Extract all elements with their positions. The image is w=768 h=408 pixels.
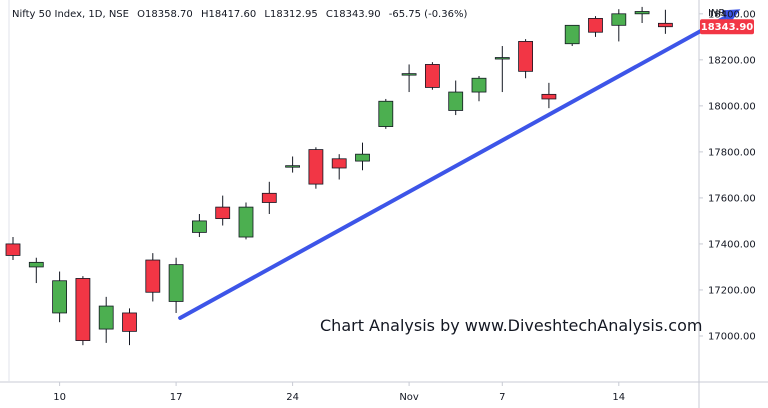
last-price-value: 18343.90 [701, 22, 754, 33]
candle[interactable] [658, 9, 673, 34]
trend-arrow-head[interactable] [721, 9, 741, 25]
candle[interactable] [308, 147, 324, 189]
candle[interactable] [634, 6, 650, 24]
candle-body-up [355, 153, 370, 162]
y-tick-label: 17400.00 [708, 239, 756, 250]
y-tick-label: 18000.00 [708, 101, 756, 112]
open-value: 18358.70 [145, 9, 193, 20]
candle-body-down [541, 93, 557, 100]
y-tick-label: 18400.00 [708, 9, 756, 20]
candle[interactable] [191, 214, 207, 238]
candle-body-up [28, 261, 44, 268]
candle-body-up [285, 165, 301, 168]
candle-body-down [424, 64, 440, 88]
last-price-badge: 18343.90 [700, 19, 754, 35]
candle[interactable] [401, 64, 417, 93]
x-tick-label: 7 [499, 392, 505, 403]
candle[interactable] [98, 296, 114, 343]
candle-body-down [308, 149, 324, 185]
candle[interactable] [564, 24, 580, 47]
candle[interactable] [238, 202, 254, 240]
candle[interactable] [5, 237, 21, 261]
candle-body-up [634, 11, 650, 15]
candle-body-up [611, 13, 627, 26]
candle-body-up [448, 91, 464, 111]
candle-body-up [564, 24, 580, 45]
chart-annotation-text: Chart Analysis by www.DiveshtechAnalysis… [320, 316, 702, 335]
candle-body-down [122, 312, 137, 332]
time-axis[interactable]: 10 17 24 Nov 7 14 [53, 382, 625, 403]
candle-body-down [518, 41, 533, 72]
y-tick-label: 17600.00 [708, 193, 756, 204]
candle-body-up [191, 220, 207, 233]
low-label: L [264, 9, 270, 20]
trend-arrow-layer [178, 9, 741, 320]
low-value: 18312.95 [270, 9, 318, 20]
candle-body-up [238, 206, 254, 238]
x-tick-label: 10 [53, 392, 66, 403]
y-tick-label: 17200.00 [708, 285, 756, 296]
high-label: H [201, 9, 209, 20]
candle-body-up [168, 264, 184, 302]
y-tick-label: 18200.00 [708, 55, 756, 66]
candle[interactable] [494, 46, 510, 93]
high-value: 18417.60 [208, 9, 256, 20]
candle[interactable] [611, 9, 627, 42]
candle-body-down [331, 158, 347, 169]
candle[interactable] [145, 253, 161, 302]
candle-body-up [98, 305, 114, 330]
candle[interactable] [541, 82, 557, 109]
candle-body-down [588, 18, 603, 33]
x-tick-label: 17 [170, 392, 183, 403]
candle[interactable] [168, 257, 184, 313]
open-label: O [137, 9, 145, 20]
candle[interactable] [52, 271, 67, 323]
y-tick-label: 17800.00 [708, 147, 756, 158]
price-axis[interactable]: 17000.00 17200.00 17400.00 17600.00 17800.00… [699, 9, 756, 342]
x-tick-label: 24 [286, 392, 299, 403]
candle-body-down [261, 192, 277, 203]
candle[interactable] [122, 308, 137, 346]
candle-body-down [215, 206, 231, 220]
candle-body-down [75, 278, 91, 341]
svg-text:Nifty 50 Index, 1D, NSE: Nifty 50 Index, 1D, NSE O18358.70 H18417… [12, 9, 467, 20]
candle-body-up [378, 100, 394, 127]
candles-layer [5, 6, 673, 346]
x-tick-label: 14 [612, 392, 625, 403]
ohlc-legend: Nifty 50 Index, 1D, NSE O18358.70 H18417… [12, 9, 467, 20]
candle-body-down [145, 259, 161, 293]
candle[interactable] [518, 39, 533, 79]
candle[interactable] [588, 16, 603, 37]
close-value: 18343.90 [333, 9, 381, 20]
candle-body-up [401, 73, 417, 76]
candle[interactable] [471, 75, 487, 102]
close-label: C [326, 9, 333, 20]
candle[interactable] [331, 154, 347, 180]
candle[interactable] [355, 142, 370, 171]
symbol-label: Nifty 50 Index, 1D, NSE [12, 9, 129, 20]
candle[interactable] [448, 80, 464, 116]
candle[interactable] [285, 156, 301, 173]
candle[interactable] [215, 195, 231, 226]
candle[interactable] [378, 98, 394, 129]
candle-body-up [52, 280, 67, 314]
y-tick-label: 17000.00 [708, 331, 756, 342]
candle[interactable] [261, 181, 277, 215]
candle-body-down [5, 243, 21, 256]
candle[interactable] [28, 257, 44, 284]
candle-body-up [494, 57, 510, 60]
candle-body-down [658, 22, 673, 28]
candle[interactable] [75, 276, 91, 346]
change-value: -65.75 (-0.36%) [389, 9, 468, 20]
candle-body-up [471, 77, 487, 93]
candle[interactable] [424, 62, 440, 90]
x-tick-label: Nov [399, 392, 419, 403]
currency-label: INR [708, 8, 725, 19]
trend-arrow-shaft[interactable] [178, 15, 728, 320]
